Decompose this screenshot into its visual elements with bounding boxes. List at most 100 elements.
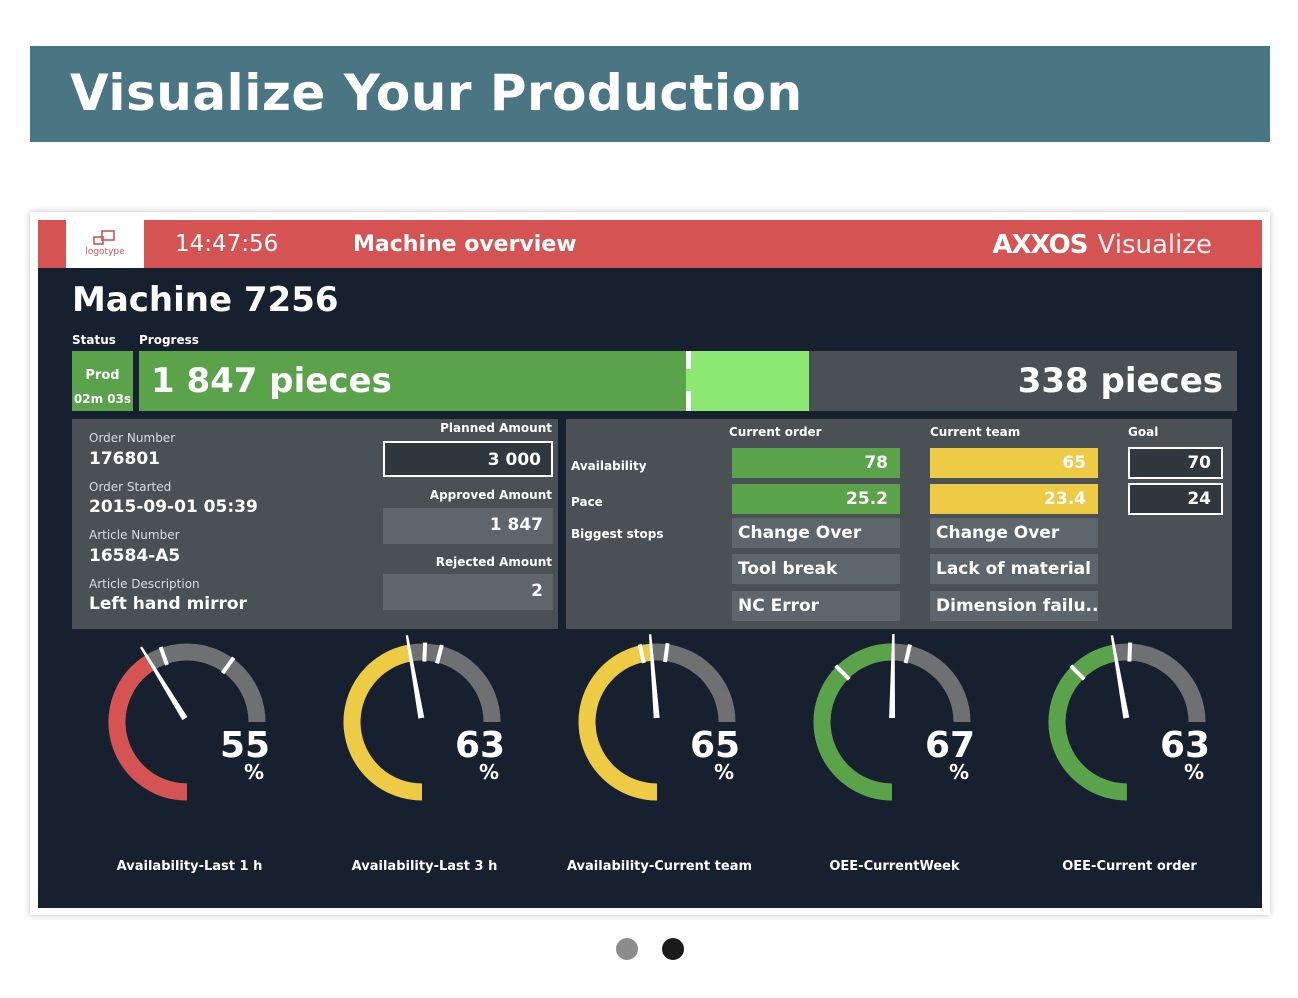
gauge-unit: %: [244, 760, 265, 784]
gauge-dial: [578, 634, 736, 801]
order-started-value: 2015-09-01 05:39: [89, 497, 258, 517]
gauge-value-arc: [813, 643, 894, 801]
machine-name: Machine 7256: [72, 280, 339, 320]
gauge-value-tick: [663, 642, 670, 663]
gauge-goal-tick: [220, 656, 236, 675]
article-description-value: Left hand mirror: [89, 594, 247, 614]
gauge-value: 55: [220, 725, 271, 766]
gauge-label: Availability-Last 1 h: [116, 859, 263, 874]
gauge-needle: [889, 633, 896, 719]
pace-order-value: 25.2: [732, 484, 900, 514]
gauge-value-arc: [108, 655, 188, 801]
approved-amount-label: Approved Amount: [429, 488, 552, 502]
progress-marker-gap: [686, 369, 691, 391]
gauge-unit: %: [1184, 760, 1205, 784]
article-description-label: Article Description: [89, 577, 200, 591]
gauge-value: 63: [1160, 725, 1211, 766]
availability-team-value: 65: [930, 448, 1098, 478]
availability-row-label: Availability: [571, 459, 647, 473]
gauge-dial: [108, 643, 266, 801]
pace-team-value: 23.4: [930, 484, 1098, 514]
pace-row-label: Pace: [571, 495, 603, 509]
article-number-value: 16584-A5: [89, 546, 181, 566]
clock: 14:47:56: [175, 231, 279, 257]
team-stop-item: Lack of material: [930, 554, 1098, 584]
planned-amount-value: 3 000: [383, 441, 553, 477]
progress-label: Progress: [139, 333, 199, 347]
page-heading: Visualize Your Production: [70, 64, 803, 122]
dashboard-top-bar: logotype 14:47:56 Machine overview AXXOS…: [38, 220, 1262, 268]
gauge-unit: %: [479, 760, 500, 784]
carousel-dot-1[interactable]: [616, 938, 638, 960]
gauge-needle: [139, 646, 188, 721]
page-banner: Visualize Your Production: [30, 46, 1270, 142]
status-time: 02m 03s: [73, 392, 132, 406]
status-mode: Prod: [85, 368, 120, 383]
gauge-dial: [813, 633, 971, 801]
gauge-goal-tick: [637, 643, 646, 664]
gauge-label: Availability-Current team: [566, 859, 753, 874]
order-info-panel: Order Number 176801 Order Started 2015-0…: [72, 419, 558, 629]
order-stop-item: Change Over: [732, 518, 900, 548]
gauge-unit: %: [949, 760, 970, 784]
gauge-value-tick: [1127, 642, 1133, 662]
progress-done-fill: [139, 351, 688, 411]
progress-current-fill: [688, 351, 809, 411]
article-number-label: Article Number: [89, 528, 180, 542]
order-stop-item: Tool break: [732, 554, 900, 584]
gauge-goal-tick: [435, 644, 444, 664]
team-stop-item: Change Over: [930, 518, 1098, 548]
gauge-label: Availability-Last 3 h: [351, 859, 498, 874]
availability-order-value: 78: [732, 448, 900, 478]
team-stop-item: Dimension failu..: [930, 591, 1098, 621]
logo: logotype: [66, 220, 144, 268]
gauge-dial: [1048, 635, 1206, 801]
goal-heading: Goal: [1128, 425, 1159, 439]
gauge-value-tick: [158, 646, 169, 666]
current-team-heading: Current team: [930, 425, 1021, 439]
order-started-label: Order Started: [89, 480, 172, 494]
current-order-heading: Current order: [729, 425, 822, 439]
progress-done-text: 1 847 pieces: [151, 361, 392, 401]
order-stop-item: NC Error: [732, 591, 900, 621]
gauge-dial: [343, 635, 501, 801]
biggest-stops-label: Biggest stops: [571, 527, 664, 541]
kpi-panel: Current order Current team Goal Availabi…: [566, 419, 1232, 629]
progress-bar: 1 847 pieces 338 pieces: [139, 351, 1237, 411]
gauge-label: OEE-Current order: [1062, 859, 1197, 874]
order-number-value: 176801: [89, 449, 160, 469]
gauge-availability-team: 65 % Availability-Current team: [542, 630, 777, 900]
planned-amount-label: Planned Amount: [440, 421, 552, 435]
pace-goal-value: 24: [1128, 483, 1223, 515]
gauge-value: 65: [690, 725, 741, 766]
gauge-needle: [1110, 635, 1130, 719]
gauge-unit: %: [714, 760, 735, 784]
gauge-value-tick: [903, 644, 912, 664]
carousel-dot-2[interactable]: [662, 938, 684, 960]
brand-name: AXXOS: [992, 230, 1088, 260]
approved-amount-value: 1 847: [383, 508, 553, 544]
gauge-needle: [405, 635, 425, 719]
gauge-oee-week: 67 % OEE-CurrentWeek: [777, 630, 1012, 900]
gauge-availability-1h: 55 % Availability-Last 1 h: [72, 630, 307, 900]
logo-icon: [93, 230, 115, 245]
brand-logo: AXXOS Visualize: [992, 230, 1212, 260]
rejected-amount-value: 2: [383, 574, 553, 610]
gauge-goal-tick: [1069, 664, 1086, 681]
dashboard-screen: logotype 14:47:56 Machine overview AXXOS…: [38, 220, 1262, 908]
rejected-amount-label: Rejected Amount: [435, 555, 552, 569]
gauge-value: 67: [925, 725, 976, 766]
gauge-availability-3h: 63 % Availability-Last 3 h: [307, 630, 542, 900]
gauge-goal-tick: [834, 664, 851, 681]
screen-title: Machine overview: [353, 232, 577, 257]
availability-goal-value: 70: [1128, 447, 1223, 479]
order-number-label: Order Number: [89, 431, 176, 445]
status-label: Status: [72, 333, 116, 347]
logo-text: logotype: [85, 247, 125, 257]
gauge-oee-order: 63 % OEE-Current order: [1012, 630, 1247, 900]
gauge-needle: [648, 634, 660, 719]
gauge-value-arc: [1048, 644, 1128, 801]
brand-product: Visualize: [1097, 230, 1213, 260]
gauge-value-arc: [578, 643, 658, 801]
gauge-value-arc: [343, 644, 423, 801]
